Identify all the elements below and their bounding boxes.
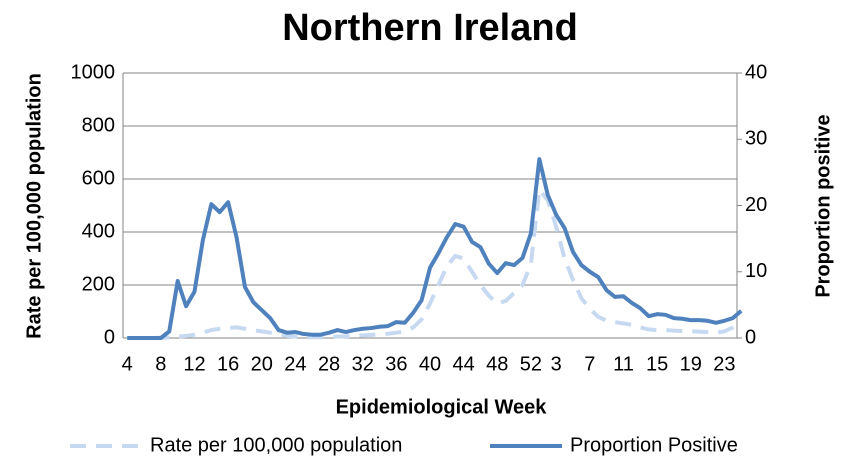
- x-tick-label: 3: [551, 353, 562, 375]
- y-tick-label: 1000: [71, 61, 116, 83]
- x-axis-title: Epidemiological Week: [336, 396, 548, 418]
- series-line: [127, 157, 743, 340]
- x-tick-label: 28: [318, 353, 340, 375]
- y-tick-label: 200: [82, 273, 115, 295]
- y2-axis-title: Proportion positive: [812, 114, 834, 297]
- y-tick-label: 0: [104, 326, 115, 348]
- y-tick-label: 800: [82, 114, 115, 136]
- chart-title: Northern Ireland: [282, 7, 578, 49]
- x-tick-label: 16: [217, 353, 239, 375]
- x-tick-label: 24: [284, 353, 306, 375]
- x-tick-label: 23: [713, 353, 735, 375]
- x-tick-label: 32: [352, 353, 374, 375]
- x-tick-label: 36: [385, 353, 407, 375]
- x-tick-label: 4: [122, 353, 133, 375]
- x-tick-label: 48: [486, 353, 508, 375]
- x-tick-label: 12: [183, 353, 205, 375]
- legend-label: Proportion Positive: [570, 434, 738, 456]
- y2-tick-label: 40: [745, 61, 767, 83]
- x-tick-label: 19: [680, 353, 702, 375]
- x-tick-label: 11: [613, 353, 634, 375]
- y2-tick-label: 20: [745, 194, 767, 216]
- y2-tick-label: 30: [745, 128, 767, 150]
- legend-label: Rate per 100,000 population: [150, 434, 402, 456]
- x-tick-label: 20: [251, 353, 273, 375]
- y-tick-label: 600: [82, 167, 115, 189]
- y-tick-label: 400: [82, 220, 115, 242]
- x-tick-label: 7: [584, 353, 595, 375]
- y2-tick-label: 0: [745, 326, 756, 348]
- x-tick-label: 52: [520, 353, 542, 375]
- y-axis-title: Rate per 100,000 population: [23, 73, 45, 339]
- x-tick-label: 8: [155, 353, 166, 375]
- x-tick-label: 44: [453, 353, 475, 375]
- x-tick-label: 40: [419, 353, 441, 375]
- x-tick-label: 15: [646, 353, 668, 375]
- y2-tick-label: 10: [745, 260, 767, 282]
